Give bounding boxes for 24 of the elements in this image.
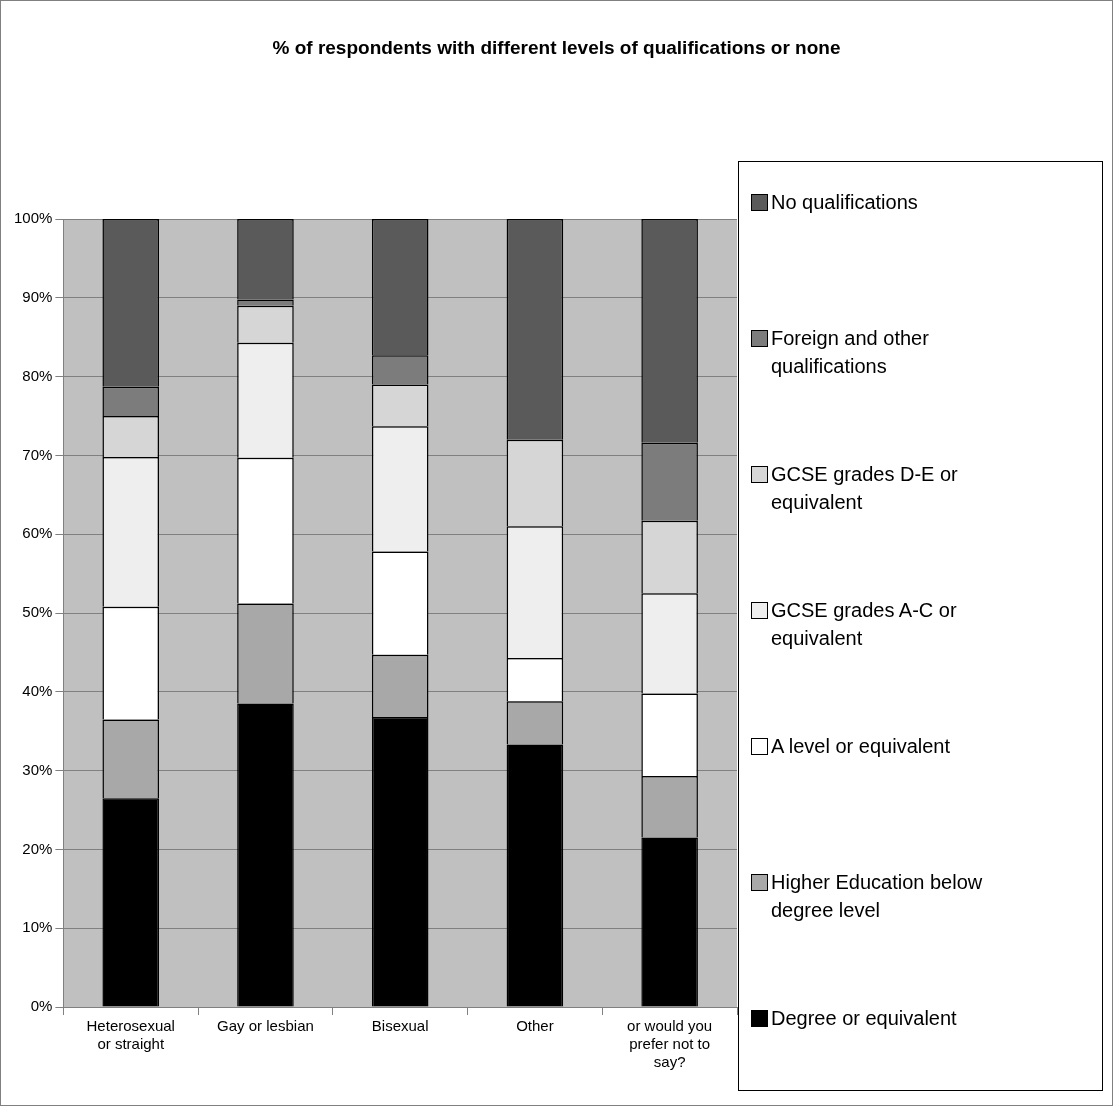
legend-label: A level or equivalent (771, 734, 951, 759)
chart-title: % of respondents with different levels of qualifications or none (271, 37, 842, 59)
legend-label: GCSE grades A-C or equivalent (771, 598, 958, 651)
y-tick-label: 90% (22, 287, 53, 305)
y-tick-label: 10% (22, 918, 53, 936)
x-tick-label: Bisexual (371, 1017, 429, 1035)
y-tick-label: 100% (13, 209, 53, 227)
legend-label: Degree or equivalent (771, 1006, 958, 1031)
y-tick-label: 50% (22, 603, 53, 621)
legend-label: Higher Education below degree level (771, 870, 984, 923)
legend-label: No qualifications (771, 190, 919, 215)
y-tick-label: 0% (30, 997, 53, 1015)
y-tick-label: 80% (22, 366, 53, 384)
legend-label: GCSE grades D-E or equivalent (771, 462, 959, 515)
x-tick-label: Other (516, 1017, 554, 1035)
y-tick-label: 70% (22, 445, 53, 463)
y-tick-label: 20% (22, 839, 53, 857)
y-tick-label: 40% (22, 681, 53, 699)
legend-label: Foreign and other qualifications (771, 326, 930, 379)
y-tick-label: 30% (22, 760, 53, 778)
x-tick-label: Gay or lesbian (217, 1017, 314, 1035)
x-tick-label: Heterosexual or straight (86, 1017, 175, 1053)
x-tick-label: or would you prefer not to say? (627, 1017, 713, 1071)
y-tick-label: 60% (22, 524, 53, 542)
